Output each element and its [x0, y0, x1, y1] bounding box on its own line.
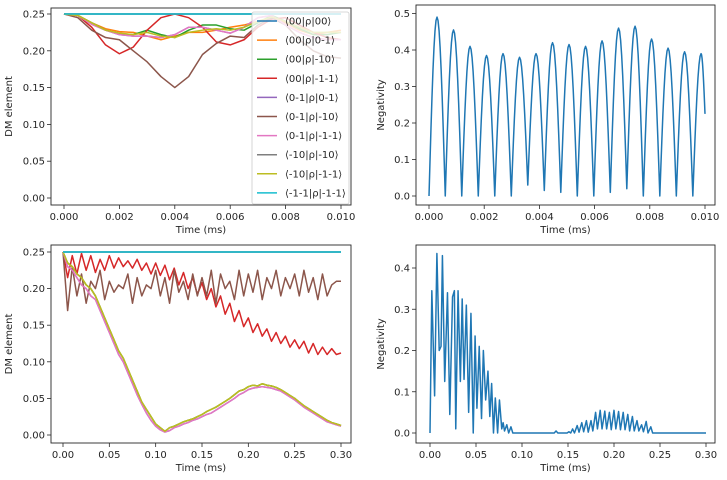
- legend: ⟨00|ρ|00⟩ ⟨00|ρ|0-1⟩ ⟨00|ρ|-10⟩ ⟨00|ρ|-1-1⟩…: [251, 11, 350, 205]
- series-line-9: [62, 251, 342, 433]
- y-tick-label: 0.00: [23, 431, 45, 442]
- y-tick-label: 0.3: [394, 82, 410, 93]
- y-tick-label: 0.15: [23, 83, 45, 94]
- x-tick-label: 0.20: [603, 450, 625, 461]
- x-axis-label: Time (ms): [539, 463, 591, 474]
- x-tick-label: 0.20: [237, 450, 259, 461]
- y-tick-label: 0.1: [394, 155, 410, 166]
- x-tick-label: 0.25: [649, 450, 671, 461]
- y-axis-label: Negativity: [376, 79, 387, 130]
- x-tick-label: 0.006: [580, 212, 609, 223]
- x-tick-label: 0.002: [105, 212, 134, 223]
- y-tick-label: 0.4: [394, 264, 410, 275]
- axes-frame: [415, 4, 716, 206]
- x-tick-label: 0.00: [52, 450, 74, 461]
- subplot-1: 0.000 0.002 0.004 0.006 0.008 0.010 0.00 0.05 0.…: [4, 7, 356, 236]
- y-tick-label: 0.0: [394, 192, 410, 203]
- negativity-line: [428, 16, 706, 197]
- y-tick-label: 0.05: [23, 394, 45, 405]
- legend-label-6: ⟨0-1|ρ|-10⟩: [285, 112, 339, 123]
- x-tick-label: 0.05: [98, 450, 120, 461]
- y-tick-label: 0.4: [394, 46, 410, 57]
- legend-label-8: ⟨-10|ρ|-10⟩: [285, 150, 339, 161]
- legend-label-1: ⟨00|ρ|00⟩: [285, 17, 331, 28]
- x-tick-label: 0.010: [691, 212, 720, 223]
- x-tick-label: 0.10: [145, 450, 167, 461]
- legend-label-9: ⟨-10|ρ|-1-1⟩: [285, 169, 342, 180]
- y-tick-label: 0.10: [23, 357, 45, 368]
- y-tick-label: 0.1: [394, 387, 410, 398]
- y-axis-label: DM element: [4, 76, 15, 137]
- axes-frame: [50, 7, 352, 206]
- x-tick-label: 0.008: [635, 212, 664, 223]
- x-tick-label: 0.004: [525, 212, 554, 223]
- y-axis-label: DM element: [4, 314, 15, 375]
- x-tick-label: 0.30: [330, 450, 352, 461]
- y-tick-label: 0.20: [23, 284, 45, 295]
- x-tick-label: 0.008: [271, 212, 300, 223]
- x-tick-label: 0.05: [465, 450, 487, 461]
- legend-label-4: ⟨00|ρ|-1-1⟩: [285, 74, 339, 85]
- series-line-6: [62, 251, 341, 312]
- y-tick-label: 0.25: [23, 248, 45, 259]
- x-tick-label: 0.002: [470, 212, 499, 223]
- x-tick-label: 0.30: [695, 450, 717, 461]
- x-tick-label: 0.006: [216, 212, 245, 223]
- series-line-4: [62, 251, 342, 356]
- x-tick-label: 0.15: [557, 450, 579, 461]
- subplot-2: 0.000 0.002 0.004 0.006 0.008 0.010 0.0 0.1 0.2 0…: [376, 4, 720, 236]
- plot-area: [429, 252, 706, 434]
- y-tick-label: 0.05: [23, 157, 45, 168]
- y-tick-label: 0.2: [394, 119, 410, 130]
- y-tick-label: 0.2: [394, 346, 410, 357]
- legend-label-10: ⟨-1-1|ρ|-1-1⟩: [285, 188, 346, 199]
- plot-area: [62, 251, 342, 433]
- x-tick-label: 0.000: [50, 212, 79, 223]
- axes-frame: [50, 244, 352, 444]
- x-axis-label: Time (ms): [539, 225, 591, 236]
- legend-label-5: ⟨0-1|ρ|0-1⟩: [285, 93, 339, 104]
- subplot-4: 0.00 0.05 0.10 0.15 0.20 0.25 0.30 0.0 0.1 0.2 0.3…: [376, 244, 717, 474]
- y-tick-label: 0.10: [23, 120, 45, 131]
- legend-frame: [251, 11, 350, 205]
- y-tick-label: 0.15: [23, 321, 45, 332]
- x-tick-label: 0.00: [419, 450, 441, 461]
- legend-label-2: ⟨00|ρ|0-1⟩: [285, 36, 335, 47]
- y-tick-label: 0.5: [394, 9, 410, 20]
- plot-area: [428, 16, 706, 197]
- subplot-3: 0.00 0.05 0.10 0.15 0.20 0.25 0.30 0.00 0.05 0.10…: [4, 244, 352, 474]
- x-tick-label: 0.000: [415, 212, 444, 223]
- legend-label-3: ⟨00|ρ|-10⟩: [285, 55, 335, 66]
- x-axis-label: Time (ms): [175, 463, 227, 474]
- x-axis-label: Time (ms): [175, 225, 227, 236]
- negativity-line: [429, 252, 706, 434]
- y-tick-label: 0.00: [23, 194, 45, 205]
- y-tick-label: 0.3: [394, 305, 410, 316]
- series-line-7: [62, 251, 342, 433]
- y-tick-label: 0.25: [23, 10, 45, 21]
- x-tick-label: 0.004: [160, 212, 189, 223]
- x-tick-label: 0.15: [191, 450, 213, 461]
- y-tick-label: 0.20: [23, 46, 45, 57]
- y-tick-label: 0.0: [394, 429, 410, 440]
- x-tick-label: 0.25: [284, 450, 306, 461]
- x-tick-label: 0.10: [511, 450, 533, 461]
- axes-frame: [415, 244, 716, 444]
- legend-label-7: ⟨0-1|ρ|-1-1⟩: [285, 131, 342, 142]
- x-tick-label: 0.010: [327, 212, 356, 223]
- y-axis-label: Negativity: [376, 318, 387, 369]
